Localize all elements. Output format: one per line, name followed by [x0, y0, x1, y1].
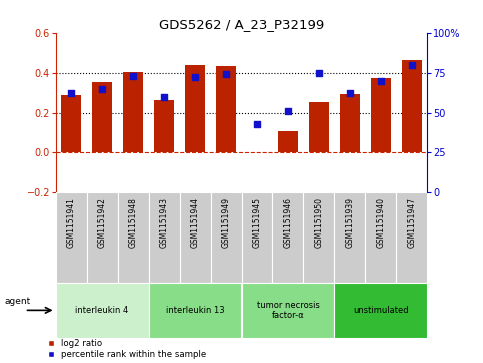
Bar [86, 192, 117, 283]
Text: GSM1151948: GSM1151948 [128, 197, 138, 248]
Bar [303, 192, 334, 283]
Bar [402, 60, 422, 152]
Text: GSM1151950: GSM1151950 [314, 197, 324, 248]
Bar [334, 283, 427, 338]
Bar [92, 82, 112, 152]
Bar [272, 192, 303, 283]
Text: unstimulated: unstimulated [353, 306, 409, 315]
Bar [366, 192, 397, 283]
Point [98, 86, 106, 91]
Bar [154, 99, 174, 152]
Bar [56, 192, 86, 283]
Point [346, 90, 354, 96]
Bar [242, 283, 334, 338]
Text: interleukin 13: interleukin 13 [166, 306, 224, 315]
Bar [397, 192, 427, 283]
Bar [61, 95, 81, 152]
Text: interleukin 4: interleukin 4 [75, 306, 128, 315]
Text: GSM1151949: GSM1151949 [222, 197, 230, 248]
Title: GDS5262 / A_23_P32199: GDS5262 / A_23_P32199 [159, 19, 324, 32]
Bar [211, 192, 242, 283]
Text: GSM1151941: GSM1151941 [67, 197, 75, 248]
Bar [278, 131, 298, 152]
Bar [180, 192, 211, 283]
Bar [149, 192, 180, 283]
Text: GSM1151944: GSM1151944 [190, 197, 199, 248]
Bar [309, 102, 329, 152]
Point [315, 70, 323, 76]
Bar [371, 78, 391, 152]
Text: GSM1151939: GSM1151939 [345, 197, 355, 248]
Bar [334, 192, 366, 283]
Bar [216, 66, 236, 152]
Text: agent: agent [5, 297, 31, 306]
Point [284, 108, 292, 114]
Point [222, 71, 230, 77]
Text: GSM1151946: GSM1151946 [284, 197, 293, 248]
Point [191, 74, 199, 80]
Point [129, 73, 137, 79]
Text: tumor necrosis
factor-α: tumor necrosis factor-α [256, 301, 319, 320]
Point [160, 94, 168, 99]
Bar [340, 94, 360, 152]
Point [253, 121, 261, 127]
Text: GSM1151942: GSM1151942 [98, 197, 107, 248]
Point [67, 90, 75, 96]
Text: GSM1151940: GSM1151940 [376, 197, 385, 248]
Legend: log2 ratio, percentile rank within the sample: log2 ratio, percentile rank within the s… [48, 339, 206, 359]
Text: GSM1151945: GSM1151945 [253, 197, 261, 248]
Bar [56, 283, 149, 338]
Bar [123, 72, 143, 152]
Point [408, 62, 416, 68]
Text: GSM1151943: GSM1151943 [159, 197, 169, 248]
Text: GSM1151947: GSM1151947 [408, 197, 416, 248]
Bar [185, 65, 205, 152]
Point [377, 78, 385, 83]
Bar [117, 192, 149, 283]
Bar [242, 192, 272, 283]
Bar [149, 283, 242, 338]
